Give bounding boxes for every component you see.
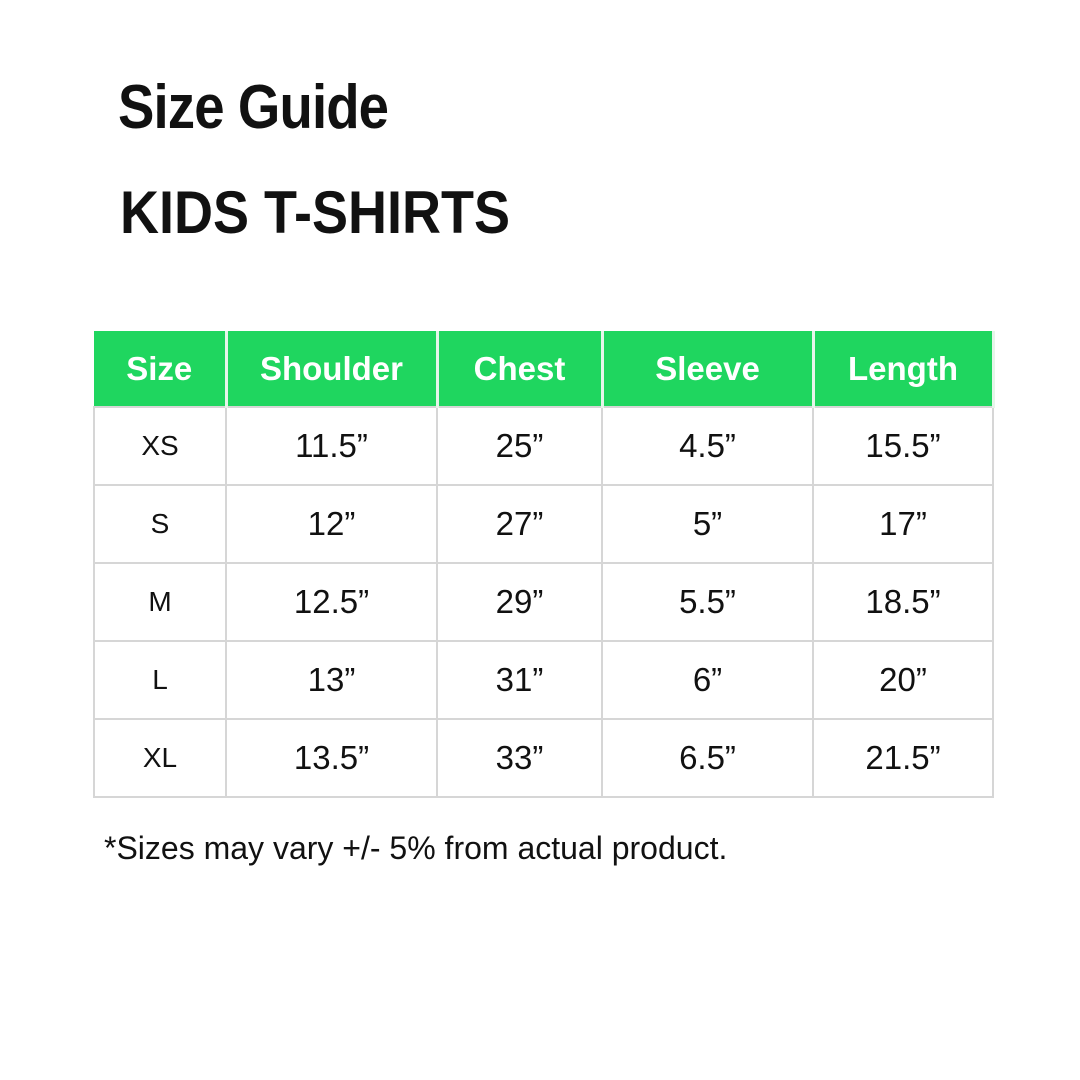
measurement-cell: 20” (812, 640, 994, 720)
table-row: S 12” 27” 5” 17” (93, 484, 994, 564)
table-row: M 12.5” 29” 5.5” 18.5” (93, 562, 994, 642)
column-header: Size (94, 331, 228, 407)
column-header: Shoulder (226, 331, 439, 407)
size-cell: L (93, 640, 227, 720)
measurement-cell: 12” (225, 484, 438, 564)
measurement-cell: 12.5” (225, 562, 438, 642)
measurement-cell: 31” (436, 640, 603, 720)
size-cell: M (93, 562, 227, 642)
measurement-cell: 27” (436, 484, 603, 564)
table-row: XL 13.5” 33” 6.5” 21.5” (93, 718, 994, 798)
measurement-cell: 18.5” (812, 562, 994, 642)
size-table: Size Shoulder Chest Sleeve Length XS 11.5” 25”… (93, 331, 995, 798)
measurement-cell: 25” (436, 406, 603, 486)
measurement-cell: 4.5” (601, 406, 814, 486)
column-header: Chest (437, 331, 604, 407)
measurement-cell: 5.5” (601, 562, 814, 642)
size-cell: XS (93, 406, 227, 486)
measurement-cell: 5” (601, 484, 814, 564)
measurement-cell: 17” (812, 484, 994, 564)
column-header: Sleeve (602, 331, 815, 407)
measurement-cell: 6.5” (601, 718, 814, 798)
table-header-row: Size Shoulder Chest Sleeve Length (94, 331, 995, 407)
measurement-cell: 33” (436, 718, 603, 798)
measurement-cell: 11.5” (225, 406, 438, 486)
measurement-cell: 13.5” (225, 718, 438, 798)
measurement-cell: 15.5” (812, 406, 994, 486)
table-row: L 13” 31” 6” 20” (93, 640, 994, 720)
measurement-cell: 21.5” (812, 718, 994, 798)
measurement-cell: 13” (225, 640, 438, 720)
table-row: XS 11.5” 25” 4.5” 15.5” (93, 406, 994, 486)
measurement-cell: 29” (436, 562, 603, 642)
footnote: *Sizes may vary +/- 5% from actual produ… (104, 830, 728, 866)
size-cell: XL (93, 718, 227, 798)
measurement-cell: 6” (601, 640, 814, 720)
column-header: Length (813, 331, 995, 407)
page-title: Size Guide (118, 73, 389, 142)
size-cell: S (93, 484, 227, 564)
page-subtitle: KIDS T-SHIRTS (120, 179, 511, 246)
